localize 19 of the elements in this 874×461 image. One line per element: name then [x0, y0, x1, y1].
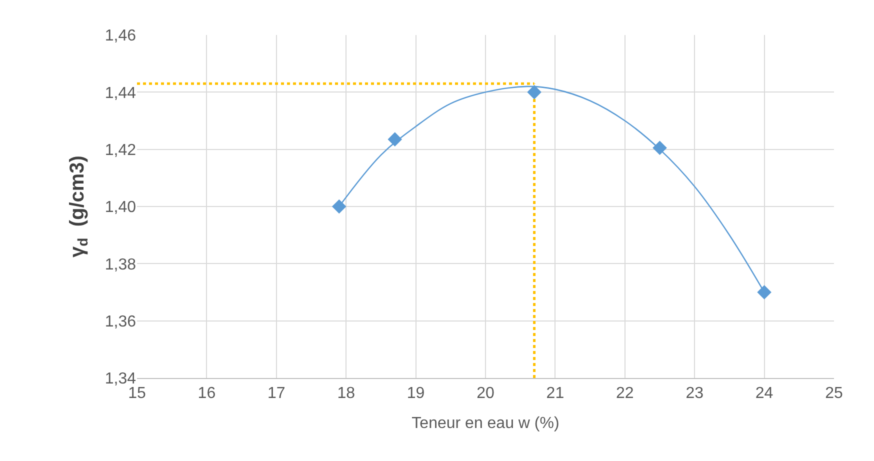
x-tick-label: 15: [128, 385, 146, 402]
x-tick-label: 19: [406, 385, 425, 402]
x-tick-label: 22: [616, 385, 634, 402]
y-tick-label: 1,38: [104, 256, 136, 274]
x-axis-title: Teneur en eau w (%): [412, 414, 560, 432]
y-tick-label: 1,44: [104, 84, 136, 102]
x-tick-label: 20: [476, 385, 494, 402]
x-tick-label: 21: [546, 385, 564, 402]
x-tick-label: 18: [337, 385, 356, 402]
y-tick-label: 1,36: [104, 313, 136, 330]
x-tick-label: 17: [268, 385, 286, 402]
x-tick-label: 24: [755, 385, 774, 402]
y-tick-label: 1,40: [104, 199, 136, 216]
x-tick-label: 25: [825, 385, 843, 402]
y-tick-label: 1,34: [104, 370, 136, 388]
y-tick-label: 1,46: [104, 28, 136, 45]
x-tick-label: 16: [198, 385, 216, 402]
x-tick-label: 23: [686, 385, 704, 402]
y-tick-label: 1,42: [104, 142, 136, 159]
